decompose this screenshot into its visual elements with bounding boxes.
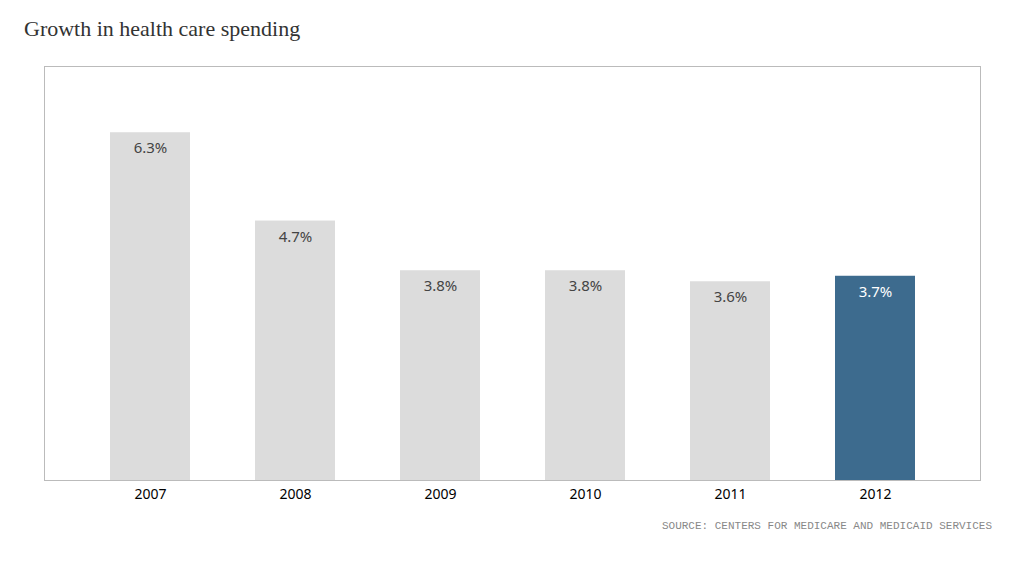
svg-text:4.7%: 4.7% — [279, 226, 313, 246]
svg-text:3.6%: 3.6% — [714, 286, 748, 306]
svg-text:6.3%: 6.3% — [134, 137, 168, 157]
svg-text:2009: 2009 — [424, 484, 456, 503]
svg-text:3.7%: 3.7% — [859, 281, 893, 301]
svg-text:3.8%: 3.8% — [424, 275, 458, 295]
html-text:Growth in health care spending: Growth in health care spending — [24, 16, 301, 41]
svg-text:2010: 2010 — [569, 484, 601, 503]
svg-text:2007: 2007 — [134, 484, 166, 503]
svg-text:2008: 2008 — [279, 484, 311, 503]
svg-text:2011: 2011 — [714, 484, 746, 503]
svg-text:2012: 2012 — [859, 484, 891, 503]
html-text:SOURCE: CENTERS FOR MEDICARE A: SOURCE: CENTERS FOR MEDICARE AND MEDICAI… — [661, 520, 992, 532]
svg-text:3.8%: 3.8% — [569, 275, 603, 295]
